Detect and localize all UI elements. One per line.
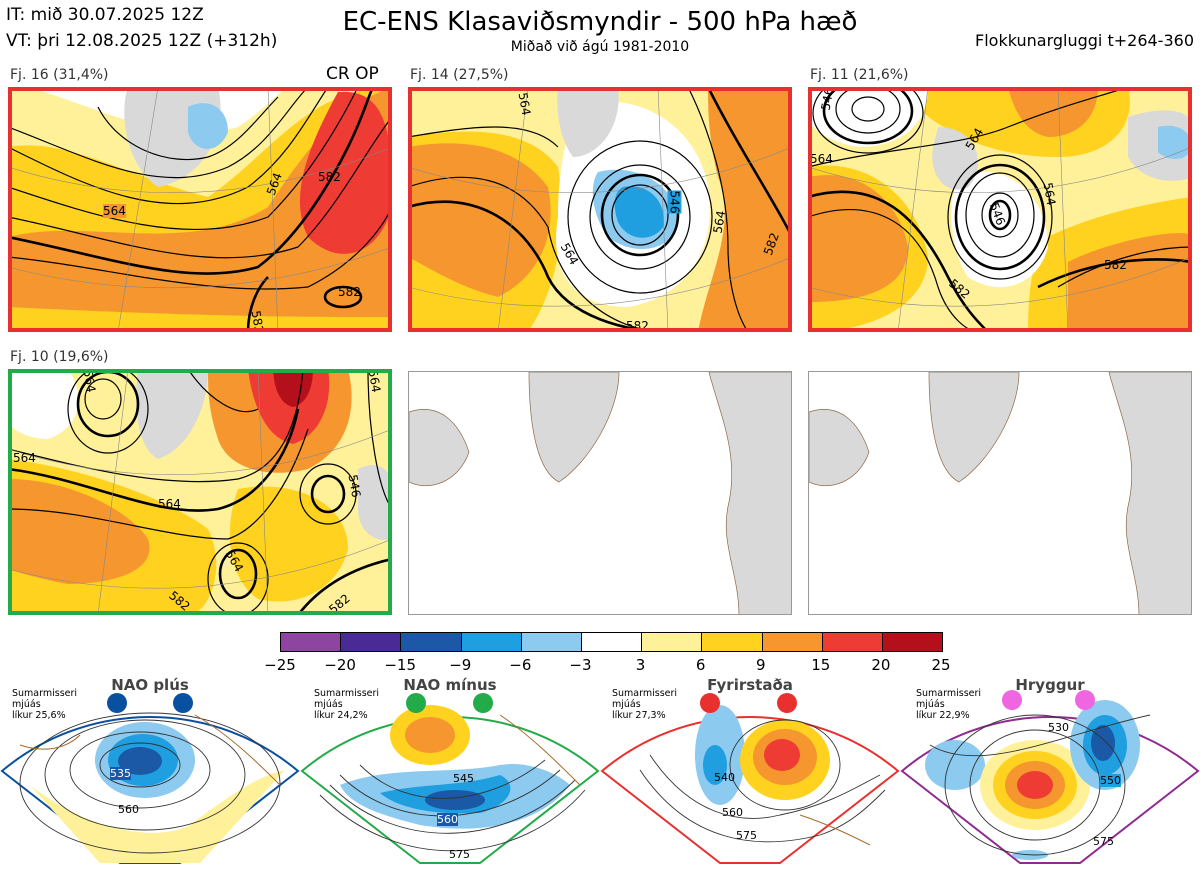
contour-label: 564 xyxy=(103,204,126,218)
regime-3-name: Fyrirstaða xyxy=(707,676,793,694)
colorbar-tick-label: 25 xyxy=(931,656,951,674)
regime-contour-label: 560 xyxy=(118,803,139,816)
regime-fan-2 xyxy=(300,705,600,864)
regime-dot xyxy=(1075,690,1095,710)
regime-dot xyxy=(777,693,797,713)
colorbar-tick-label: −25 xyxy=(264,656,296,674)
regime-fan-4 xyxy=(900,700,1200,864)
regime-contour-label: 540 xyxy=(714,771,735,784)
colorbar-tick-label: 3 xyxy=(635,656,646,674)
panel-border xyxy=(808,87,1192,332)
colorbar-segment xyxy=(340,633,401,651)
regime-contour-label: 535 xyxy=(110,767,131,780)
colorbar-tick-label: 9 xyxy=(755,656,766,674)
empty-map-5 xyxy=(408,371,792,615)
regime-contour-label: 575 xyxy=(449,848,470,861)
page-title: EC-ENS Klasaviðsmyndir - 500 hPa hæð xyxy=(342,7,858,37)
regime-dot xyxy=(107,693,127,713)
regime-2-info: Sumarmisseri mjúás líkur 24,2% xyxy=(314,688,380,721)
colorbar-tick-label: 15 xyxy=(811,656,831,674)
colorbar xyxy=(280,632,943,652)
panel-border xyxy=(8,369,392,615)
regime-1-name: NAO plús xyxy=(111,676,189,694)
colorbar-segment xyxy=(520,633,581,651)
contour-label: 564 xyxy=(158,497,181,511)
colorbar-segment xyxy=(821,633,882,651)
regime-dot xyxy=(1002,690,1022,710)
regime-contour-label: 575 xyxy=(1093,835,1114,848)
regime-3-info: Sumarmisseri mjúás líkur 27,3% xyxy=(612,688,678,721)
contour-label: 582 xyxy=(318,170,341,184)
colorbar-segment xyxy=(701,633,762,651)
colorbar-segment xyxy=(761,633,822,651)
panel-1-label: Fj. 16 (31,4%) xyxy=(10,67,109,83)
regime-dot xyxy=(473,693,493,713)
panel-border xyxy=(408,87,792,332)
empty-map-6 xyxy=(808,371,1192,615)
regime-contour-label: 530 xyxy=(1048,721,1069,734)
colorbar-tick-label: 6 xyxy=(695,656,706,674)
regime-dot xyxy=(173,693,193,713)
colorbar-segment xyxy=(580,633,642,651)
contour-label: 582 xyxy=(1104,258,1127,272)
cluster-map-1: 564 582 564 582 582 xyxy=(8,87,392,332)
regime-4-name: Hryggur xyxy=(1015,676,1085,694)
page-subtitle: Miðað við ágú 1981-2010 xyxy=(510,39,690,55)
regime-2-name: NAO mínus xyxy=(403,676,497,694)
regime-contour-label: 545 xyxy=(453,772,474,785)
regime-contour-label: 560 xyxy=(437,813,458,826)
panel-3-label: Fj. 11 (21,6%) xyxy=(810,67,909,83)
colorbar-tick-label: −15 xyxy=(384,656,416,674)
panel-border xyxy=(8,87,392,332)
cluster-map-4: 564 564 564 582 582 564 546 564 xyxy=(8,369,392,615)
init-time: IT: mið 30.07.2025 12Z xyxy=(6,5,204,25)
regime-4-info: Sumarmisseri mjúás líkur 22,9% xyxy=(916,688,982,721)
cluster-map-2: 564 546 564 564 582 582 xyxy=(408,87,792,332)
regime-dot xyxy=(700,693,720,713)
regime-1-info: Sumarmisseri mjúás líkur 25,6% xyxy=(12,688,78,721)
panel-2-label: Fj. 14 (27,5%) xyxy=(410,67,509,83)
colorbar-segment xyxy=(641,633,702,651)
regime-contour-label: 560 xyxy=(722,806,743,819)
regime-contour-label: 550 xyxy=(1100,774,1121,787)
colorbar-tick-label: −9 xyxy=(449,656,472,674)
contour-label: 564 xyxy=(810,152,833,166)
colorbar-tick-label: 20 xyxy=(871,656,891,674)
colorbar-segment xyxy=(400,633,461,651)
colorbar-segment xyxy=(460,633,521,651)
colorbar-segment xyxy=(281,633,341,651)
regime-fan-3 xyxy=(600,705,900,864)
cluster-map-3: 546 564 564 546 582 582 564 xyxy=(808,87,1192,332)
contour-label: 582 xyxy=(338,285,361,299)
colorbar-tick-label: −3 xyxy=(569,656,592,674)
colorbar-segment xyxy=(881,633,943,651)
panel-4-label: Fj. 10 (19,6%) xyxy=(10,349,109,365)
classification-window: Flokkunargluggi t+264-360 xyxy=(975,31,1194,50)
contour-label: 564 xyxy=(13,451,36,465)
colorbar-tick-label: −6 xyxy=(509,656,532,674)
regime-contour-label: 575 xyxy=(736,829,757,842)
panel-1-tag: CR OP xyxy=(326,64,379,84)
colorbar-tick-label: −20 xyxy=(324,656,356,674)
regime-dot xyxy=(406,693,426,713)
valid-time: VT: þri 12.08.2025 12Z (+312h) xyxy=(6,31,278,51)
regime-fan-1 xyxy=(0,712,300,864)
